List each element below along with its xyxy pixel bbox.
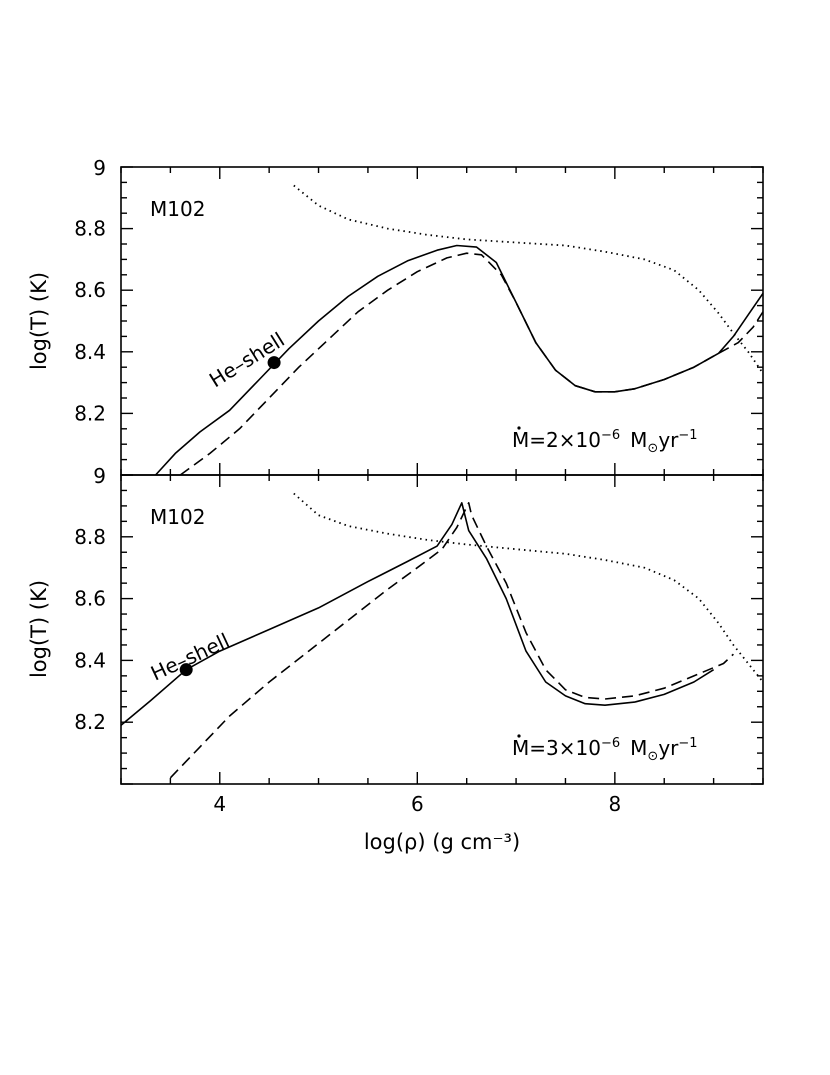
top-ytick-bottom-label: 9 — [93, 464, 106, 488]
top-mdot-exp: −6 — [601, 428, 620, 443]
ytick-label: 8.8 — [74, 525, 106, 549]
svg-text:M=2×10−6M⊙yr−1: M=2×10−6 M⊙yr−1 — [512, 428, 698, 456]
bottom-mdot-unit-sub: ⊙ — [647, 749, 658, 764]
bottom-mdot-exp: −6 — [601, 736, 620, 751]
series-line-solid — [155, 244, 764, 476]
top-mdot-unit-sub: ⊙ — [647, 441, 658, 456]
bottom-he-shell-marker — [179, 663, 193, 677]
series-line-dotted — [293, 492, 764, 683]
series-line-dashed — [179, 252, 764, 476]
ytick-label: 8.6 — [74, 278, 106, 302]
bottom-panel: 8.28.48.68.84 6 8 M102 He–shell M=3×10−6 M⊙… — [27, 474, 764, 854]
bottom-ylabel: log(T) (K) — [27, 580, 51, 678]
ytick-label: 8.4 — [74, 340, 106, 364]
top-panel: 8.28.48.68.8 M102 He–shell M=2×10−6 M⊙yr−… — [27, 156, 764, 488]
svg-text:M=3×10−6M⊙yr−1: M=3×10−6 M⊙yr−1 — [512, 736, 698, 764]
top-mdot-tail: yr — [658, 428, 679, 452]
ytick-label: 8.6 — [74, 587, 106, 611]
series-line-solid — [120, 501, 715, 726]
ytick-label: 8.8 — [74, 217, 106, 241]
bottom-mdot-unit: M — [630, 736, 647, 760]
xlabel: log(ρ) (g cm⁻³) — [364, 830, 520, 854]
top-series — [155, 184, 764, 476]
top-mdot-dot — [517, 426, 521, 430]
top-panel-label: M102 — [150, 197, 205, 221]
top-mdot-tail-exp: −1 — [678, 428, 697, 443]
top-ylabel: log(T) (K) — [27, 272, 51, 370]
xtick-label: 4 — [213, 792, 226, 816]
bottom-mdot-symbol: M — [512, 736, 529, 760]
bottom-mdot-value: =3×10 — [529, 736, 601, 760]
bottom-ticks: 8.2 8.4 8.6 8.8 4 6 8 — [74, 474, 764, 816]
xtick-label: 8 — [608, 792, 621, 816]
bottom-mdot-label: M=3×10−6 M⊙yr−1 — [512, 734, 698, 764]
top-ytick-top-label: 9 — [93, 156, 106, 180]
series-line-dashed — [169, 501, 734, 779]
bottom-series — [120, 492, 764, 779]
top-mdot-unit: M — [630, 428, 647, 452]
ytick-label: 8.4 — [74, 648, 106, 672]
xtick-label: 6 — [411, 792, 424, 816]
ytick-label: 8.2 — [74, 710, 106, 734]
series-line-dotted — [293, 184, 764, 374]
bottom-mdot-tail: yr — [658, 736, 679, 760]
top-mdot-label: M=2×10−6 M⊙yr−1 — [512, 426, 698, 456]
top-mdot-value: =2×10 — [529, 428, 601, 452]
bottom-mdot-dot — [517, 734, 521, 738]
top-ticks: 8.2 8.4 8.6 8.8 — [74, 166, 764, 476]
bottom-panel-label: M102 — [150, 505, 205, 529]
top-mdot-symbol: M — [512, 428, 529, 452]
bottom-he-shell-label: He–shell — [147, 628, 233, 685]
ytick-label: 8.2 — [74, 401, 106, 425]
bottom-mdot-tail-exp: −1 — [678, 736, 697, 751]
top-he-shell-marker — [267, 356, 281, 370]
